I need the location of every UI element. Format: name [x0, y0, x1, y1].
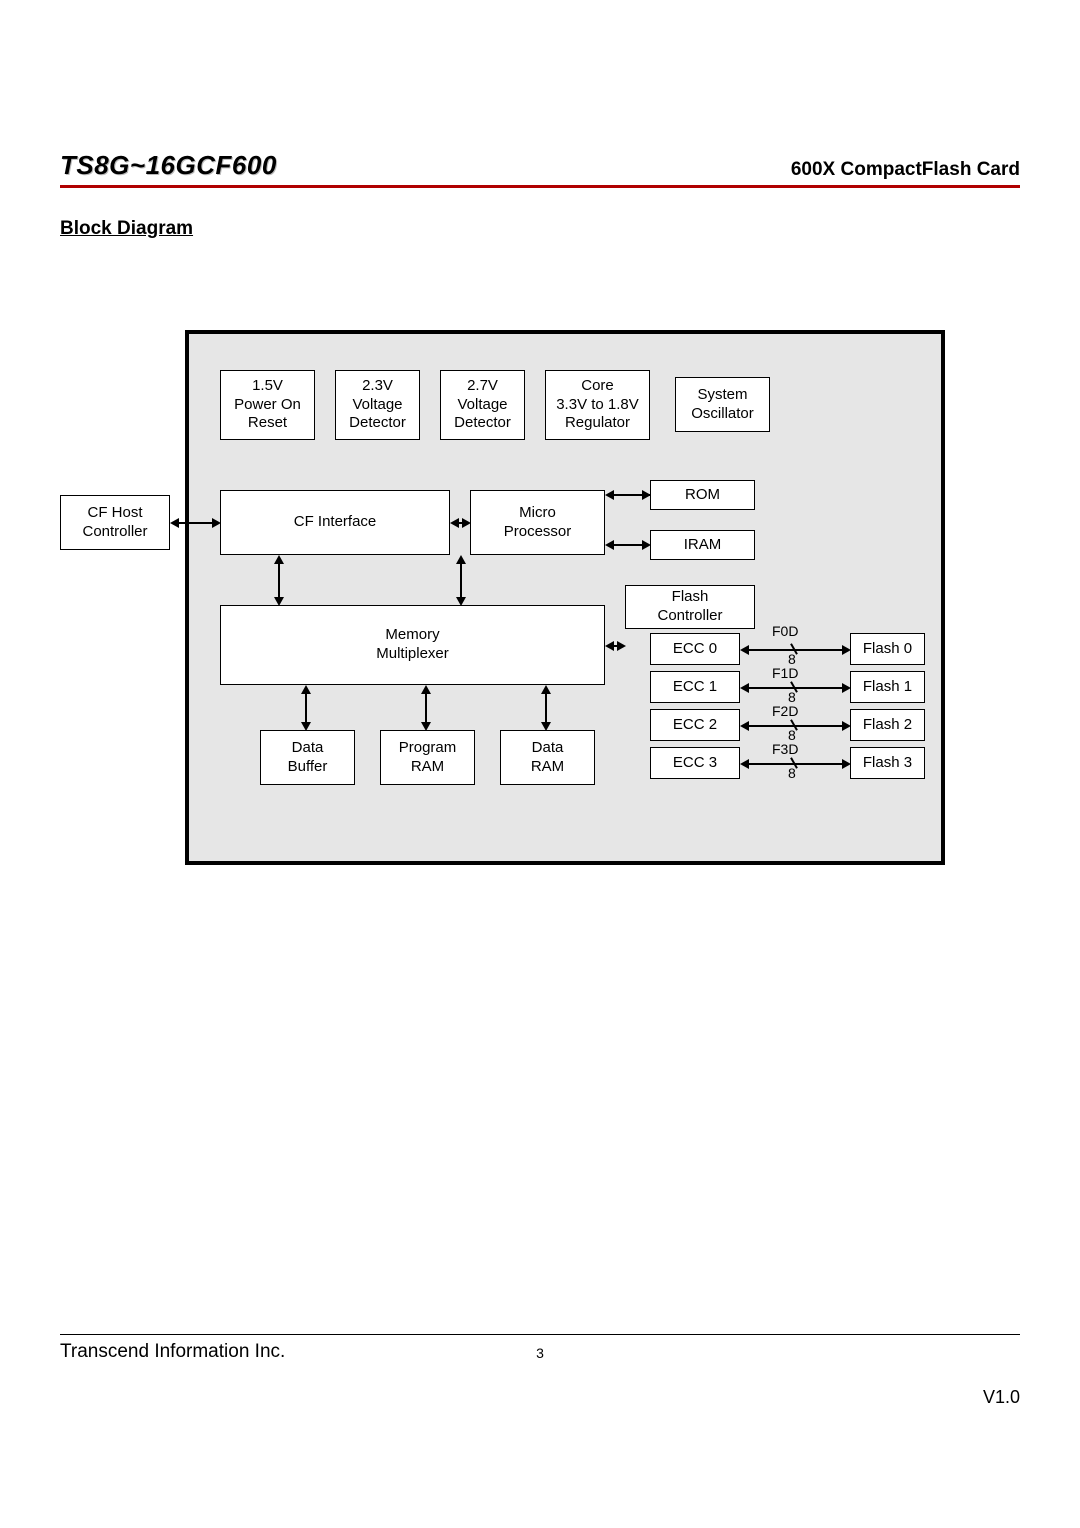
block-memmux: MemoryMultiplexer: [220, 605, 605, 685]
bus-label-b3: 8: [788, 765, 796, 781]
page-number: 3: [0, 1345, 1080, 1361]
block-v15: 1.5VPower OnReset: [220, 370, 315, 440]
block-sysosc: SystemOscillator: [675, 377, 770, 432]
product-subtitle: 600X CompactFlash Card: [791, 159, 1020, 181]
block-flash0: Flash 0: [850, 633, 925, 665]
block-diagram: CF HostController 1.5VPower OnReset 2.3VVo…: [60, 330, 980, 890]
block-flash2: Flash 2: [850, 709, 925, 741]
header-bar: TS8G~16GCF600 600X CompactFlash Card: [60, 150, 1020, 188]
bus-label-f0d: F0D: [772, 623, 798, 639]
section-title: Block Diagram: [60, 218, 1020, 240]
product-name: TS8G~16GCF600: [60, 150, 277, 181]
block-ecc2: ECC 2: [650, 709, 740, 741]
block-ecc0: ECC 0: [650, 633, 740, 665]
block-v27: 2.7VVoltageDetector: [440, 370, 525, 440]
block-cf_if: CF Interface: [220, 490, 450, 555]
block-ecc3: ECC 3: [650, 747, 740, 779]
bus-label-f1d: F1D: [772, 665, 798, 681]
block-ecc1: ECC 1: [650, 671, 740, 703]
block-flash3: Flash 3: [850, 747, 925, 779]
block-flashctl: FlashController: [625, 585, 755, 629]
block-v23: 2.3VVoltageDetector: [335, 370, 420, 440]
block-dataram: DataRAM: [500, 730, 595, 785]
block-progr: ProgramRAM: [380, 730, 475, 785]
block-flash1: Flash 1: [850, 671, 925, 703]
block-micro: MicroProcessor: [470, 490, 605, 555]
bus-label-f3d: F3D: [772, 741, 798, 757]
block-core: Core3.3V to 1.8VRegulator: [545, 370, 650, 440]
bus-label-f2d: F2D: [772, 703, 798, 719]
block-databuf: DataBuffer: [260, 730, 355, 785]
block-rom: ROM: [650, 480, 755, 510]
block-iram: IRAM: [650, 530, 755, 560]
version: V1.0: [983, 1387, 1020, 1408]
block-cf_host: CF HostController: [60, 495, 170, 550]
